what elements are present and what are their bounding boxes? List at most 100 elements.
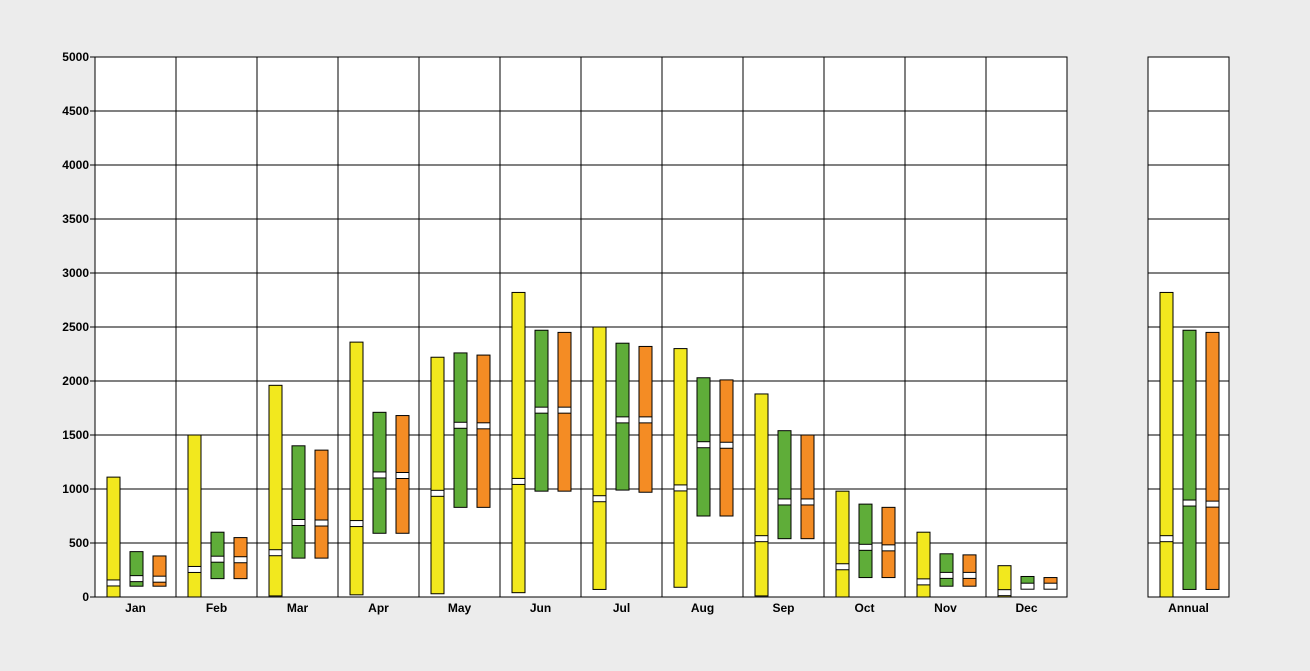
- axis-labels: 0 500 1000 1500 2000 2500 3000 3500 4000 4500 5000…: [62, 50, 1209, 615]
- month-apr-median-marker-1: [349, 520, 364, 528]
- month-mar-bar-3: [314, 449, 329, 559]
- month-jun-median-marker-2: [534, 406, 549, 414]
- month-mar-median-marker-3: [314, 519, 329, 527]
- y-tick-label: 500: [69, 536, 89, 550]
- month-aug-label: Aug: [691, 601, 714, 615]
- month-nov-group: [916, 531, 977, 598]
- month-nov-median-marker-1: [916, 578, 931, 586]
- month-jul-median-marker-3: [638, 416, 653, 424]
- y-tick-label: 1000: [62, 482, 89, 496]
- bars: [106, 291, 1220, 598]
- month-sep-median-marker-1: [754, 535, 769, 543]
- month-sep-bar-3: [800, 434, 815, 540]
- month-mar-median-marker-1: [268, 549, 283, 557]
- month-jul-label: Jul: [613, 601, 630, 615]
- month-jan-median-marker-3: [152, 575, 167, 583]
- month-jan-median-marker-1: [106, 579, 121, 587]
- month-may-median-marker-2: [453, 421, 468, 429]
- month-may-bar-1: [430, 356, 445, 595]
- month-mar-label: Mar: [287, 601, 309, 615]
- y-tick-label: 2000: [62, 374, 89, 388]
- month-dec-median-marker-2: [1020, 582, 1035, 590]
- month-sep-median-marker-3: [800, 498, 815, 506]
- month-aug-median-marker-1: [673, 484, 688, 492]
- annual-median-marker-2: [1182, 499, 1197, 507]
- y-tick-label: 4000: [62, 158, 89, 172]
- annual-median-marker-1: [1159, 535, 1174, 543]
- month-jan-median-marker-2: [129, 575, 144, 583]
- month-jun-median-marker-3: [557, 406, 572, 414]
- y-tick-label: 3500: [62, 212, 89, 226]
- month-jan-bar-1: [106, 476, 121, 598]
- month-mar-bar-1: [268, 384, 283, 597]
- month-jun-bar-1: [511, 291, 526, 594]
- month-may-median-marker-1: [430, 489, 445, 497]
- month-aug-median-marker-2: [696, 441, 711, 449]
- month-oct-bar-1: [835, 490, 850, 598]
- month-apr-group: [349, 341, 410, 596]
- annual-median-marker-3: [1205, 500, 1220, 508]
- month-oct-median-marker-1: [835, 563, 850, 571]
- annual-label: Annual: [1168, 601, 1209, 615]
- month-nov-median-marker-2: [939, 571, 954, 579]
- month-jun-label: Jun: [530, 601, 551, 615]
- month-jan-label: Jan: [125, 601, 146, 615]
- month-jun-median-marker-1: [511, 477, 526, 485]
- month-may-group: [430, 352, 491, 595]
- month-sep-median-marker-2: [777, 498, 792, 506]
- month-feb-group: [187, 434, 248, 598]
- month-jul-median-marker-1: [592, 495, 607, 503]
- month-may-bar-3: [476, 354, 491, 508]
- month-oct-bar-3: [881, 506, 896, 579]
- month-nov-bar-1: [916, 531, 931, 598]
- month-aug-median-marker-3: [719, 441, 734, 449]
- month-oct-group: [835, 490, 896, 598]
- month-feb-median-marker-3: [233, 556, 248, 564]
- month-jul-median-marker-2: [615, 416, 630, 424]
- month-jul-group: [592, 326, 653, 590]
- month-dec-median-marker-1: [997, 589, 1012, 597]
- annual-bar-3: [1205, 331, 1220, 590]
- month-sep-group: [754, 393, 815, 597]
- month-jan-group: [106, 476, 167, 598]
- month-feb-label: Feb: [206, 601, 227, 615]
- y-tick-label: 1500: [62, 428, 89, 442]
- month-aug-bar-1: [673, 348, 688, 588]
- month-nov-label: Nov: [934, 601, 957, 615]
- month-apr-median-marker-2: [372, 471, 387, 479]
- y-tick-label: 2500: [62, 320, 89, 334]
- month-may-median-marker-3: [476, 422, 491, 430]
- month-mar-bar-2: [291, 445, 306, 559]
- month-dec-label: Dec: [1015, 601, 1037, 615]
- month-mar-group: [268, 384, 329, 597]
- month-oct-median-marker-3: [881, 544, 896, 552]
- month-oct-bar-2: [858, 503, 873, 579]
- month-jun-group: [511, 291, 572, 594]
- month-apr-label: Apr: [368, 601, 389, 615]
- month-apr-bar-1: [349, 341, 364, 596]
- month-nov-median-marker-3: [962, 571, 977, 579]
- plot-frame: [94, 56, 1230, 598]
- month-dec-median-marker-3: [1043, 582, 1058, 590]
- month-may-bar-2: [453, 352, 468, 508]
- annual-group: [1159, 291, 1220, 598]
- month-oct-label: Oct: [854, 601, 874, 615]
- month-jul-bar-1: [592, 326, 607, 590]
- month-oct-median-marker-2: [858, 543, 873, 551]
- annual-bar-1: [1159, 291, 1174, 598]
- y-tick-label: 4500: [62, 104, 89, 118]
- month-dec-group: [997, 565, 1058, 598]
- month-mar-median-marker-2: [291, 518, 306, 526]
- y-tick-label: 3000: [62, 266, 89, 280]
- month-feb-bar-2: [210, 531, 225, 580]
- month-sep-bar-2: [777, 430, 792, 540]
- grid: [90, 56, 1229, 598]
- month-may-label: May: [448, 601, 472, 615]
- y-tick-label: 0: [82, 590, 89, 604]
- month-nov-bar-3: [962, 554, 977, 587]
- month-sep-label: Sep: [772, 601, 794, 615]
- plot-border-monthly: [94, 56, 1068, 598]
- plot-border-annual: [1147, 56, 1230, 598]
